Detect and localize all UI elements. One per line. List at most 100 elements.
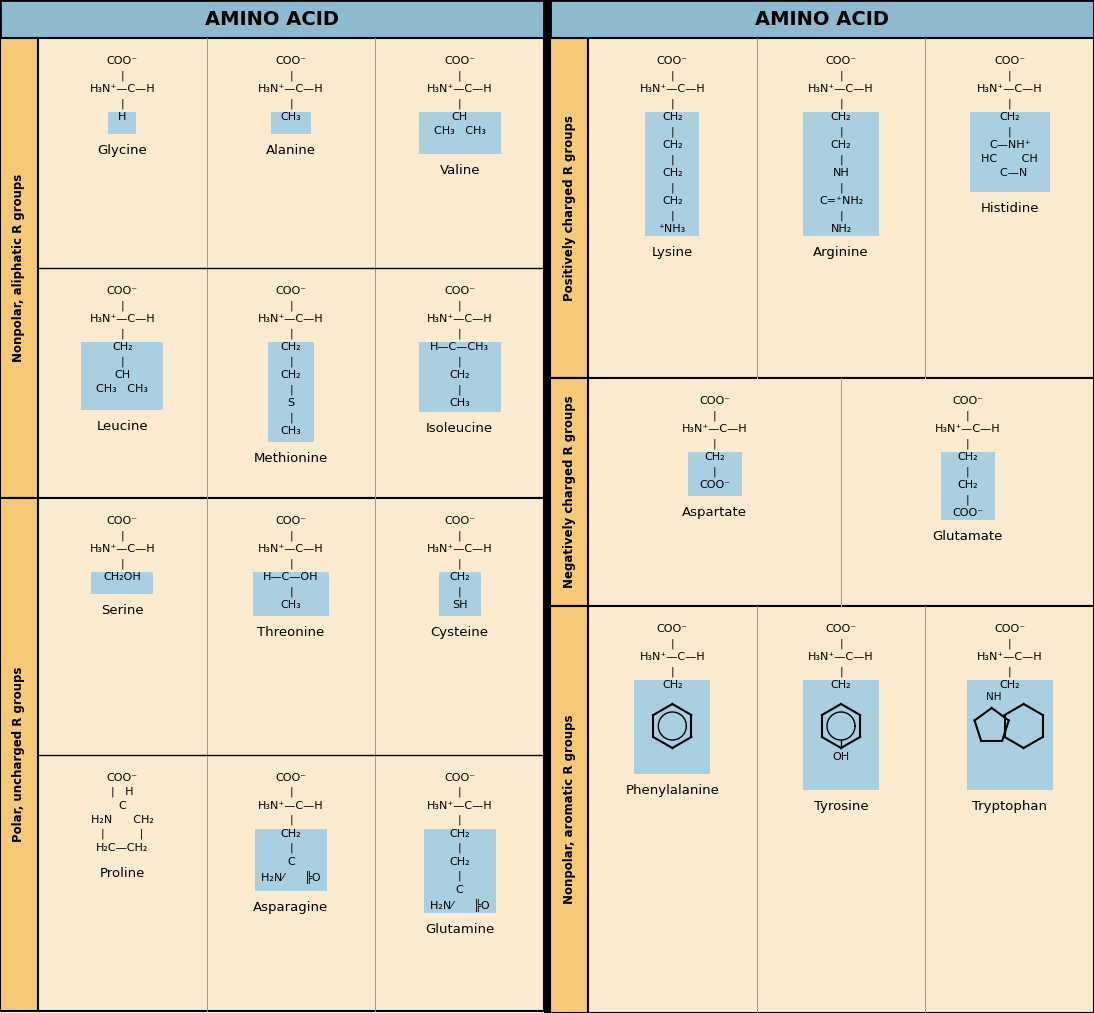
Text: |: | <box>671 182 674 192</box>
Bar <box>587 378 1094 606</box>
Text: H₂C—CH₂: H₂C—CH₂ <box>96 843 149 853</box>
Text: |: | <box>712 410 717 420</box>
Text: ⁺NH₃: ⁺NH₃ <box>659 224 686 234</box>
Text: Isoleucine: Isoleucine <box>426 422 493 435</box>
Text: NH: NH <box>833 168 849 178</box>
Text: |: | <box>458 356 462 367</box>
Text: COO⁻: COO⁻ <box>826 56 857 66</box>
Bar <box>91 572 153 594</box>
Text: CH₂: CH₂ <box>999 680 1020 690</box>
Text: |: | <box>839 638 842 648</box>
Text: H₃N⁺—C—H: H₃N⁺—C—H <box>258 314 324 324</box>
Text: COO⁻: COO⁻ <box>952 508 984 518</box>
Text: H₃N⁺—C—H: H₃N⁺—C—H <box>427 84 492 94</box>
Bar <box>967 680 1052 790</box>
Text: CH₂: CH₂ <box>281 829 301 839</box>
Text: |: | <box>1008 126 1012 137</box>
Bar <box>419 112 501 154</box>
Text: |: | <box>458 814 462 825</box>
Text: |: | <box>1008 70 1012 80</box>
Text: COO⁻: COO⁻ <box>444 773 475 782</box>
Text: |: | <box>289 98 293 108</box>
Text: CH₂: CH₂ <box>830 112 851 122</box>
Text: |: | <box>458 70 462 80</box>
Bar <box>271 112 311 134</box>
Text: H₃N⁺—C—H: H₃N⁺—C—H <box>427 544 492 554</box>
Text: COO⁻: COO⁻ <box>952 396 984 406</box>
Text: Nonpolar, aromatic R groups: Nonpolar, aromatic R groups <box>562 715 575 905</box>
Text: COO⁻: COO⁻ <box>699 396 730 406</box>
Text: AMINO ACID: AMINO ACID <box>755 9 889 28</box>
Bar <box>108 112 137 134</box>
Bar <box>255 829 327 890</box>
Bar <box>439 572 480 616</box>
Text: |: | <box>120 70 124 80</box>
Text: |: | <box>839 126 842 137</box>
Text: H₃N⁺—C—H: H₃N⁺—C—H <box>90 544 155 554</box>
Text: |: | <box>966 410 969 420</box>
Text: |: | <box>289 300 293 311</box>
Bar <box>550 0 1094 38</box>
Text: CH₂: CH₂ <box>957 452 978 462</box>
Text: NH: NH <box>986 692 1001 702</box>
Text: C: C <box>287 857 295 866</box>
Text: COO⁻: COO⁻ <box>656 56 688 66</box>
Text: |: | <box>1008 666 1012 677</box>
Bar <box>253 572 329 616</box>
Text: CH₂: CH₂ <box>662 140 683 150</box>
Text: CH₃   CH₃: CH₃ CH₃ <box>96 384 149 394</box>
Text: |: | <box>966 494 969 504</box>
Text: |: | <box>289 786 293 797</box>
Text: |: | <box>289 412 293 422</box>
Text: |: | <box>120 300 124 311</box>
Text: H₃N⁺—C—H: H₃N⁺—C—H <box>427 800 492 810</box>
Bar <box>423 829 496 913</box>
Text: Histidine: Histidine <box>980 202 1039 215</box>
Text: |: | <box>458 586 462 597</box>
Text: H—C—OH: H—C—OH <box>264 572 318 582</box>
Text: S: S <box>288 398 294 408</box>
Text: CH₂OH: CH₂OH <box>104 572 141 582</box>
Text: Tryptophan: Tryptophan <box>973 800 1047 813</box>
Bar <box>969 112 1049 192</box>
Text: |: | <box>120 530 124 541</box>
Text: H₃N⁺—C—H: H₃N⁺—C—H <box>682 424 747 434</box>
Bar <box>544 0 550 1013</box>
Bar <box>803 112 878 236</box>
Text: CH₂: CH₂ <box>281 342 301 352</box>
Bar <box>81 342 163 410</box>
Text: Negatively charged R groups: Negatively charged R groups <box>562 396 575 589</box>
Text: H₃N⁺—C—H: H₃N⁺—C—H <box>934 424 1000 434</box>
Text: |: | <box>671 638 674 648</box>
Bar <box>550 38 587 378</box>
Text: H₃N⁺—C—H: H₃N⁺—C—H <box>808 84 874 94</box>
Text: |: | <box>120 558 124 568</box>
Text: H—C—CH₃: H—C—CH₃ <box>430 342 489 352</box>
Text: |: | <box>289 328 293 338</box>
Text: COO⁻: COO⁻ <box>994 56 1025 66</box>
Text: COO⁻: COO⁻ <box>276 286 306 296</box>
Bar <box>645 112 699 236</box>
Text: H₃N⁺—C—H: H₃N⁺—C—H <box>90 314 155 324</box>
Text: H₃N⁺—C—H: H₃N⁺—C—H <box>977 652 1043 663</box>
Text: HC       CH: HC CH <box>981 154 1038 164</box>
Text: CH: CH <box>114 370 130 380</box>
Bar <box>550 606 587 1013</box>
Text: CH₂: CH₂ <box>112 342 132 352</box>
Text: |: | <box>458 328 462 338</box>
Text: |: | <box>120 328 124 338</box>
Text: |: | <box>458 870 462 881</box>
Text: H₃N⁺—C—H: H₃N⁺—C—H <box>90 84 155 94</box>
Text: CH₃: CH₃ <box>281 112 301 122</box>
Text: CH₂: CH₂ <box>705 452 725 462</box>
Text: |: | <box>120 356 124 367</box>
Text: CH₃: CH₃ <box>281 426 301 436</box>
Text: |: | <box>839 210 842 221</box>
Text: H₃N⁺—C—H: H₃N⁺—C—H <box>258 84 324 94</box>
Text: COO⁻: COO⁻ <box>444 56 475 66</box>
Text: COO⁻: COO⁻ <box>107 516 138 526</box>
Text: H₂N      CH₂: H₂N CH₂ <box>91 814 154 825</box>
Text: Cysteine: Cysteine <box>431 626 489 639</box>
Bar <box>0 0 544 38</box>
Text: Methionine: Methionine <box>254 452 328 465</box>
